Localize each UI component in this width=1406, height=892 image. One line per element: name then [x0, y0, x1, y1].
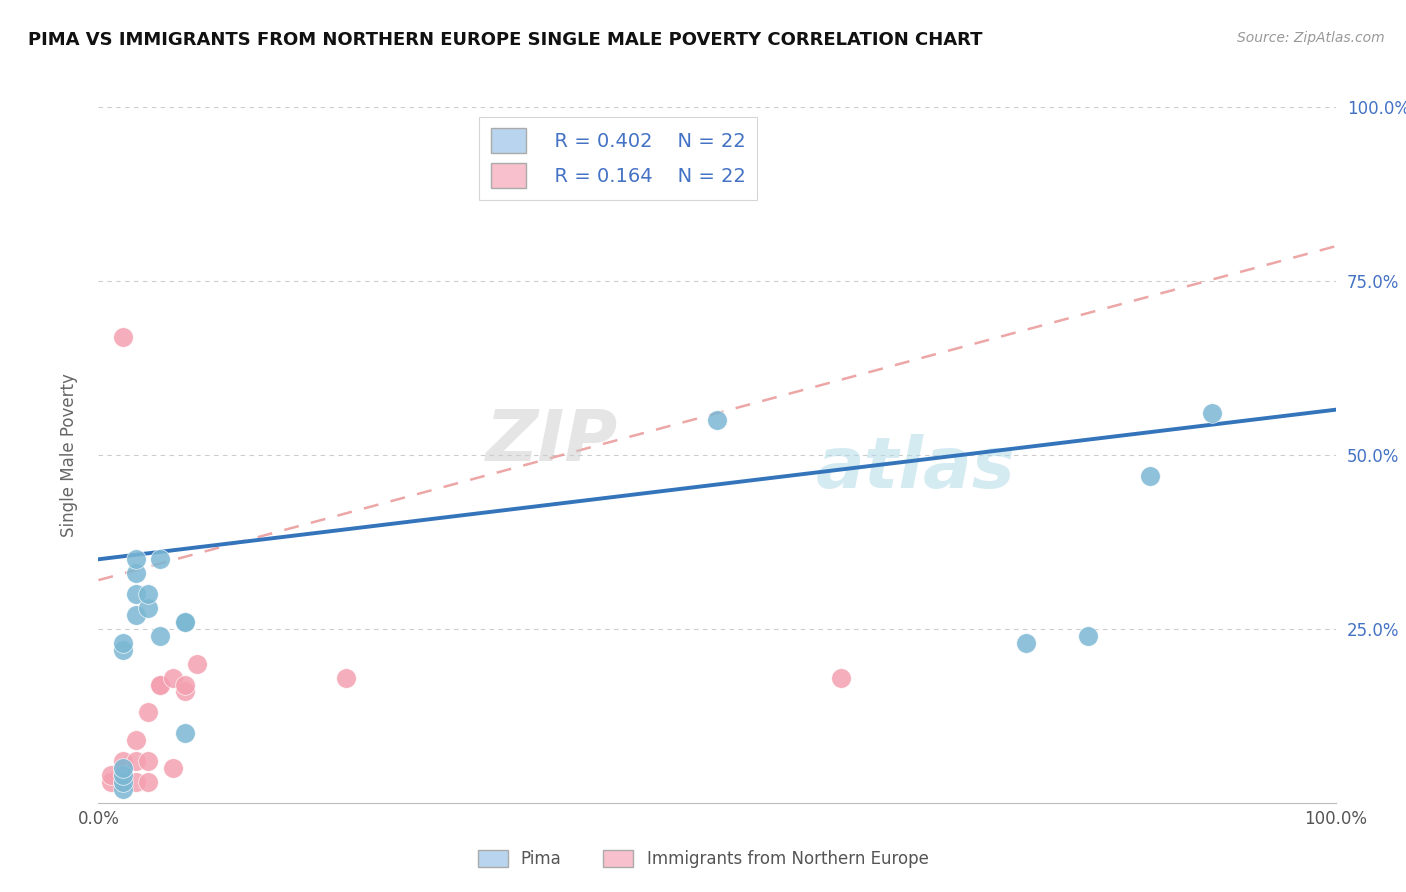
Point — [112, 642, 135, 657]
Point — [136, 706, 159, 720]
Point — [174, 677, 197, 691]
Point — [112, 754, 135, 768]
Point — [149, 629, 172, 643]
Text: Source: ZipAtlas.com: Source: ZipAtlas.com — [1237, 31, 1385, 45]
Point — [174, 726, 197, 740]
Point — [162, 761, 184, 775]
Text: atlas: atlas — [815, 434, 1015, 503]
Point — [112, 781, 135, 796]
Point — [186, 657, 208, 671]
Point — [124, 566, 146, 581]
Point — [124, 733, 146, 747]
Point — [149, 677, 172, 691]
Point — [124, 754, 146, 768]
Point — [174, 684, 197, 698]
Text: ZIP: ZIP — [486, 407, 619, 475]
Point — [174, 615, 197, 629]
Point — [112, 775, 135, 789]
Point — [112, 636, 135, 650]
Point — [136, 775, 159, 789]
Point — [112, 761, 135, 775]
Point — [124, 587, 146, 601]
Text: PIMA VS IMMIGRANTS FROM NORTHERN EUROPE SINGLE MALE POVERTY CORRELATION CHART: PIMA VS IMMIGRANTS FROM NORTHERN EUROPE … — [28, 31, 983, 49]
Point — [112, 768, 135, 782]
Point — [335, 671, 357, 685]
Point — [174, 615, 197, 629]
Point — [162, 671, 184, 685]
Point — [100, 768, 122, 782]
Legend:   R = 0.402    N = 22,   R = 0.164    N = 22: R = 0.402 N = 22, R = 0.164 N = 22 — [479, 117, 756, 200]
Point — [136, 587, 159, 601]
Point — [112, 775, 135, 789]
Point — [124, 607, 146, 622]
Point — [830, 671, 852, 685]
Point — [124, 552, 146, 566]
Point — [706, 413, 728, 427]
Point — [112, 761, 135, 775]
Point — [112, 329, 135, 343]
Point — [112, 768, 135, 782]
Point — [149, 677, 172, 691]
Point — [1139, 468, 1161, 483]
Point — [149, 552, 172, 566]
Point — [1201, 406, 1223, 420]
Point — [1015, 636, 1038, 650]
Point — [136, 754, 159, 768]
Y-axis label: Single Male Poverty: Single Male Poverty — [59, 373, 77, 537]
Point — [136, 601, 159, 615]
Point — [1077, 629, 1099, 643]
Legend: Pima, Immigrants from Northern Europe: Pima, Immigrants from Northern Europe — [471, 843, 935, 875]
Point — [100, 775, 122, 789]
Point — [124, 775, 146, 789]
